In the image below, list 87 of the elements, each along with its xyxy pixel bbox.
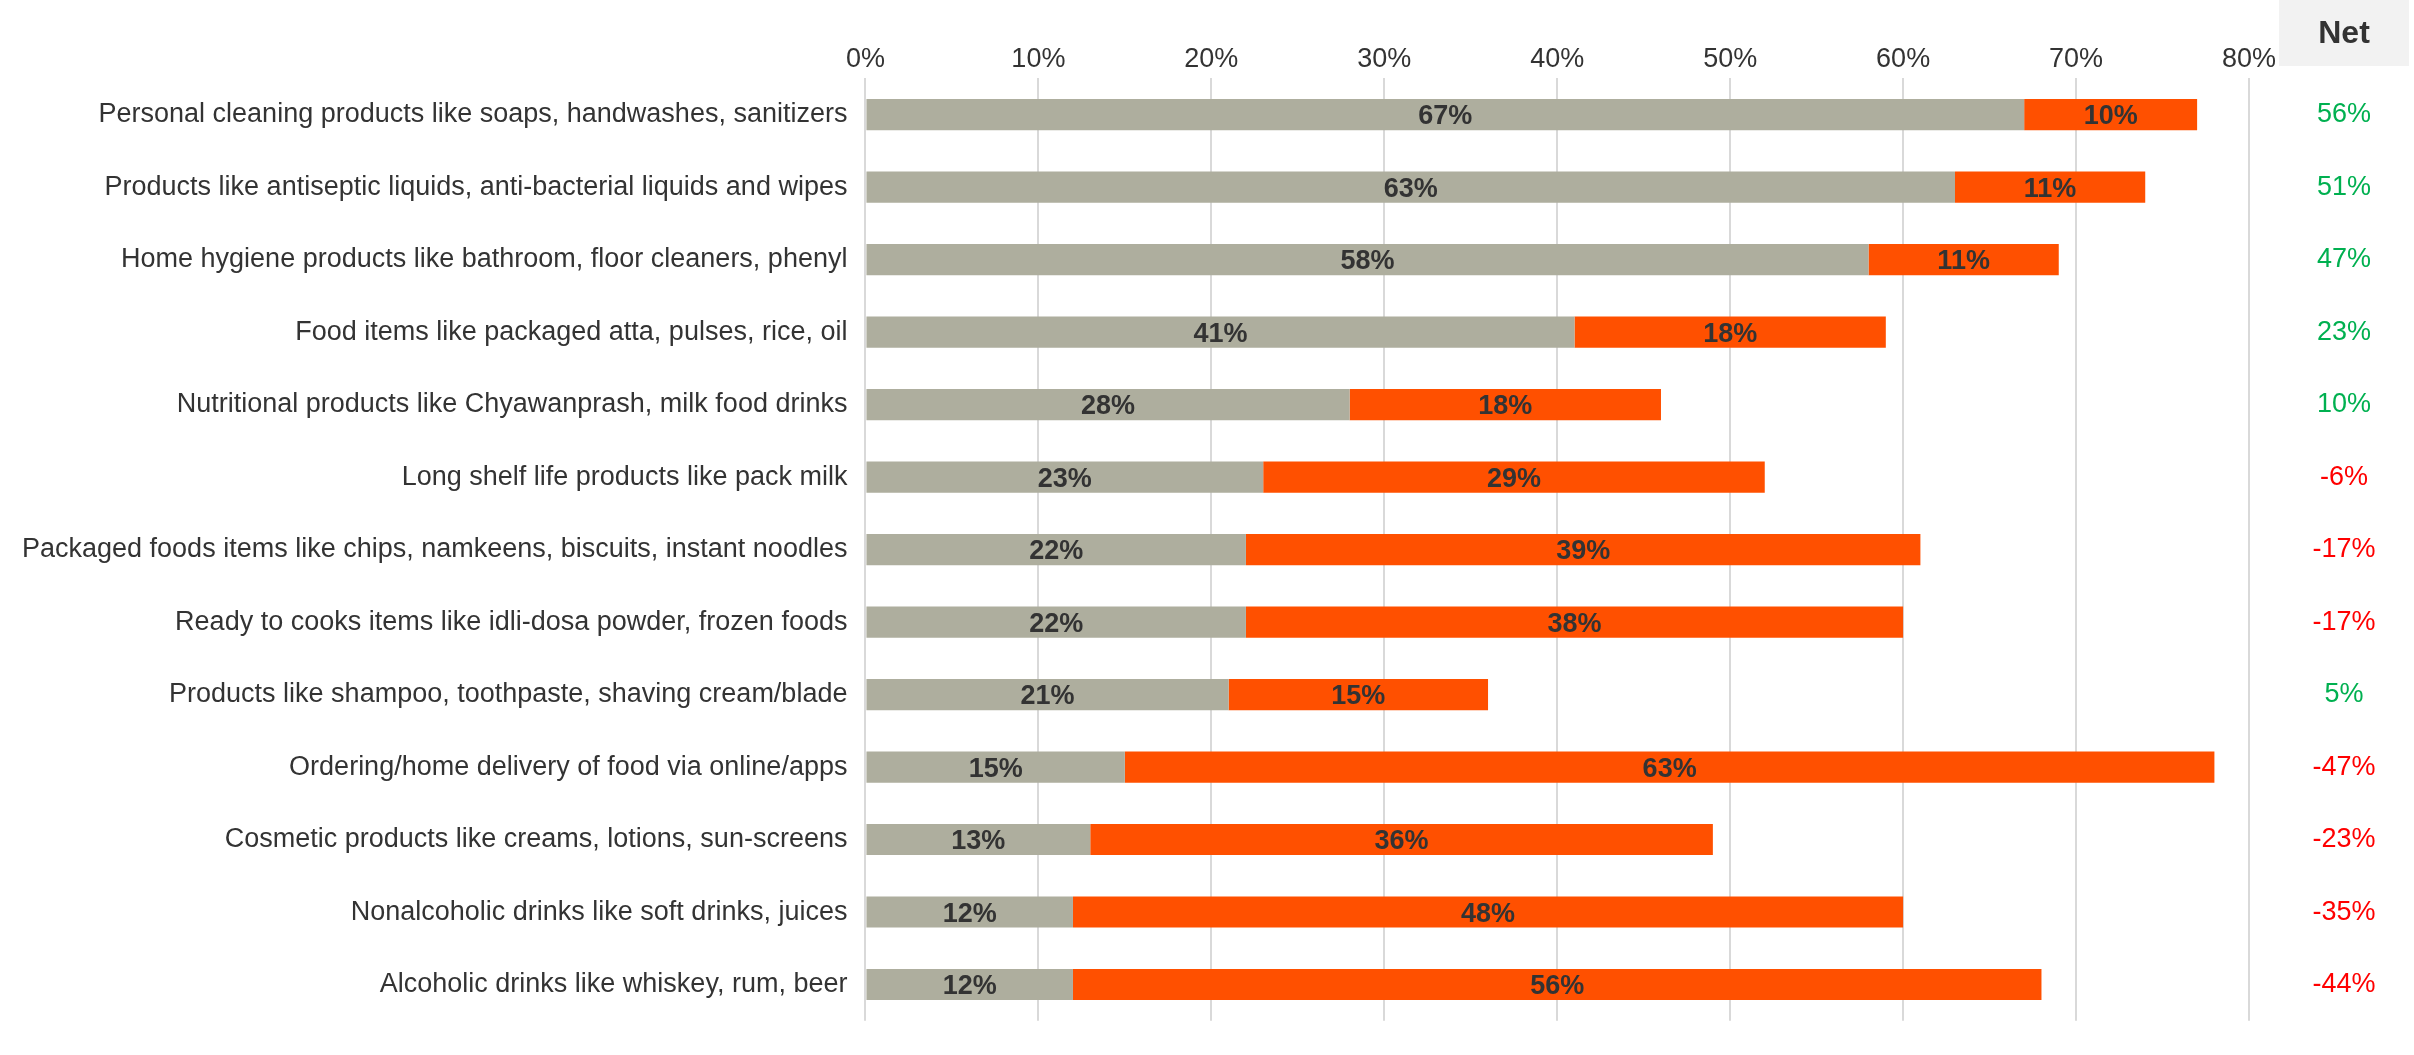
bar (866, 316, 1575, 348)
text: -44% (2312, 968, 2376, 999)
text: 5% (2324, 678, 2364, 709)
bar (866, 679, 1229, 711)
y-tick-label: Personal cleaning products like soaps, handwashes, sanitizers (98, 98, 848, 129)
text: 10% (2316, 388, 2372, 419)
x-tick-label: 70% (2049, 42, 2104, 73)
text: Net (2318, 13, 2371, 50)
x-tick-label: 80% (2221, 42, 2277, 73)
x-tick-label: 20% (1184, 42, 1239, 73)
y-tick-label: Products like shampoo, toothpaste, shaving cream/blade (169, 678, 848, 709)
bar (1349, 389, 1661, 421)
bar (1124, 751, 2215, 783)
y-tick-label: Ordering/home delivery of food via online/apps (289, 750, 848, 781)
data-label: 15% (968, 752, 1023, 783)
data-label: 15% (1331, 680, 1386, 711)
y-tick-label: Nutritional products like Chyawanprash, milk food drinks (176, 388, 848, 419)
data-label: 56% (1530, 970, 1585, 1001)
data-label: 18% (1478, 390, 1533, 421)
y-tick-label: Home hygiene products like bathroom, floor cleaners, phenyl (121, 243, 848, 274)
bar (866, 751, 1125, 783)
y-tick-label: Nonalcoholic drinks like soft drinks, juices (350, 895, 848, 926)
bar (866, 99, 2025, 131)
data-label: 22% (1029, 607, 1084, 638)
bar (866, 244, 1869, 276)
bar (866, 969, 1073, 1001)
data-label: 13% (951, 825, 1006, 856)
data-label: 63% (1642, 752, 1697, 783)
x-tick-label: 10% (1011, 42, 1066, 73)
data-label: 22% (1029, 535, 1084, 566)
data-label: 36% (1374, 825, 1429, 856)
data-label: 38% (1547, 607, 1602, 638)
text: -23% (2312, 823, 2376, 854)
bar (1263, 461, 1765, 493)
data-label: 18% (1703, 317, 1758, 348)
text: -47% (2312, 750, 2376, 781)
text: -17% (2312, 605, 2376, 636)
data-label: 39% (1556, 535, 1611, 566)
y-tick-label: Long shelf life products like pack milk (401, 460, 848, 491)
bar (866, 534, 1246, 566)
data-label: 67% (1418, 100, 1473, 131)
bar (1228, 679, 1489, 711)
data-label: 11% (1937, 245, 1990, 276)
x-tick-label: 30% (1357, 42, 1412, 73)
bar (866, 461, 1264, 493)
data-label: 11% (2023, 172, 2077, 203)
y-tick-label: Cosmetic products like creams, lotions, sun-screens (224, 823, 848, 854)
y-tick-label: Food items like packaged atta, pulses, rice, oil (295, 315, 848, 346)
bar (866, 606, 1246, 638)
bar (1574, 316, 1886, 348)
text: -35% (2312, 895, 2376, 926)
data-label: 28% (1081, 390, 1136, 421)
y-tick-label: Alcoholic drinks like whiskey, rum, beer (379, 968, 848, 999)
x-tick-label: 0% (845, 42, 885, 73)
bar (1868, 244, 2059, 276)
data-label: 41% (1193, 317, 1248, 348)
data-label: 58% (1340, 245, 1395, 276)
text: -17% (2312, 533, 2376, 564)
data-label: 12% (942, 970, 997, 1001)
bar (866, 896, 1073, 928)
bar (1072, 896, 1904, 928)
bar (866, 824, 1091, 856)
x-tick-label: 40% (1530, 42, 1585, 73)
text: 47% (2316, 243, 2372, 274)
x-tick-label: 60% (1876, 42, 1931, 73)
y-tick-label: Packaged foods items like chips, namkeens, biscuits, instant noodles (21, 533, 848, 564)
bar (1072, 969, 2042, 1001)
y-tick-label: Ready to cooks items like idli-dosa powder, frozen foods (175, 605, 848, 636)
text: -6% (2319, 460, 2369, 491)
data-label: 23% (1037, 462, 1092, 493)
data-label: 10% (2083, 100, 2138, 131)
data-label: 21% (1020, 680, 1075, 711)
text: 56% (2316, 98, 2372, 129)
bar (1090, 824, 1713, 856)
bar (1245, 534, 1921, 566)
bar (866, 171, 1955, 203)
data-label: 63% (1383, 172, 1438, 203)
data-label: 12% (942, 897, 997, 928)
data-label: 29% (1486, 462, 1542, 493)
text: 23% (2316, 315, 2372, 346)
bar (1954, 171, 2146, 203)
bar (866, 389, 1350, 421)
bar (1245, 606, 1904, 638)
data-label: 48% (1461, 897, 1516, 928)
y-tick-label: Products like antiseptic liquids, anti-bacterial liquids and wipes (104, 170, 848, 201)
text: 51% (2316, 170, 2372, 201)
x-tick-label: 50% (1703, 42, 1758, 73)
